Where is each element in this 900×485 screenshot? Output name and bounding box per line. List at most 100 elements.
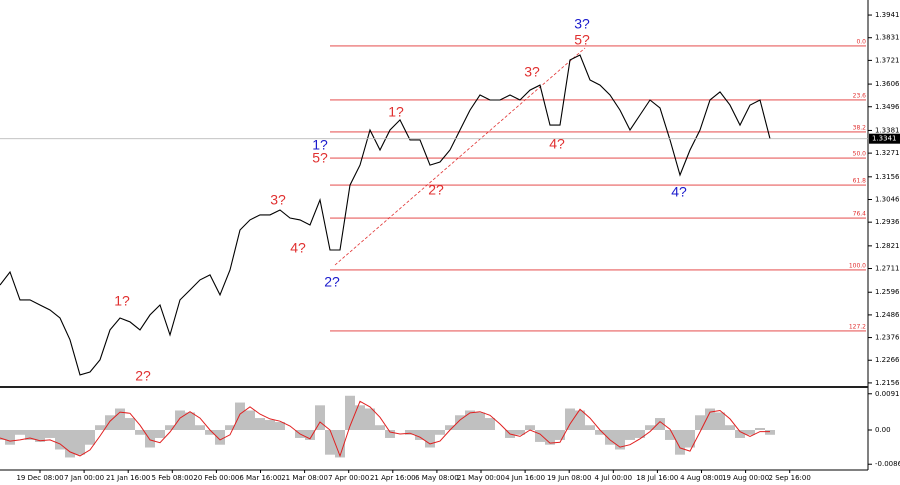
histogram-bar bbox=[245, 410, 255, 430]
last-price-box bbox=[869, 133, 900, 144]
y-tick-label: 1.3156 bbox=[875, 173, 900, 181]
histogram-bar bbox=[765, 429, 775, 435]
y-tick-label: 1.2486 bbox=[875, 311, 900, 319]
histogram-bar bbox=[305, 429, 315, 440]
y-tick-label: 1.3831 bbox=[875, 34, 900, 42]
histogram-bar bbox=[665, 429, 675, 440]
histogram-bar bbox=[175, 410, 185, 430]
x-tick-label: 4 Jul 00:00 bbox=[595, 474, 633, 482]
histogram-bar bbox=[335, 429, 345, 458]
x-tick-label: 18 Jul 16:00 bbox=[636, 474, 678, 482]
histogram-bar bbox=[525, 425, 535, 430]
wave-label: 1? bbox=[388, 104, 404, 120]
signal-line bbox=[0, 400, 770, 458]
histogram-bar bbox=[595, 429, 605, 435]
histogram-bar bbox=[745, 429, 755, 435]
y-tick-label: 1.3606 bbox=[875, 80, 900, 88]
histogram-bar bbox=[565, 408, 575, 430]
x-tick-label: 21 May 00:00 bbox=[457, 474, 505, 482]
histogram-bar bbox=[615, 429, 625, 450]
histogram-bar bbox=[25, 429, 35, 440]
histogram-bar bbox=[85, 429, 95, 445]
histogram-bar bbox=[185, 412, 195, 430]
histogram-bar bbox=[485, 418, 495, 430]
histogram-bar bbox=[725, 425, 735, 430]
histogram-bar bbox=[145, 429, 155, 448]
histogram-bar bbox=[255, 418, 265, 430]
x-tick-label: 20 Feb 00:00 bbox=[193, 474, 239, 482]
wave-label: 4? bbox=[671, 184, 687, 200]
fib-label: 100.0 bbox=[849, 262, 866, 269]
histogram-bar bbox=[555, 429, 565, 440]
wave-label: 3? bbox=[270, 192, 286, 208]
y-tick-label: 1.2596 bbox=[875, 288, 900, 296]
histogram-bar bbox=[455, 415, 465, 430]
histogram-bar bbox=[5, 429, 15, 445]
y-tick-label: 1.3496 bbox=[875, 103, 900, 111]
x-tick-label: 4 Jun 16:00 bbox=[505, 474, 545, 482]
fib-label: 0.0 bbox=[856, 38, 866, 45]
y-tick-label: 0.00 bbox=[875, 426, 891, 434]
histogram-bar bbox=[235, 402, 245, 430]
histogram-bar bbox=[95, 425, 105, 430]
x-tick-label: 6 Mar 16:00 bbox=[239, 474, 281, 482]
histogram-bar bbox=[625, 429, 635, 440]
wave-label: 3? bbox=[524, 64, 540, 80]
y-tick-label: -0.0086 bbox=[875, 460, 900, 468]
histogram-bar bbox=[125, 418, 135, 430]
histogram-bar bbox=[375, 425, 385, 430]
histogram-bar bbox=[45, 429, 55, 438]
histogram-bar bbox=[325, 429, 335, 455]
fib-label: 61.8 bbox=[853, 178, 867, 185]
x-tick-label: 4 Aug 08:00 bbox=[680, 474, 723, 482]
histogram-bar bbox=[365, 408, 375, 430]
x-tick-label: 21 Apr 16:00 bbox=[370, 474, 416, 482]
x-tick-label: 7 Jan 00:00 bbox=[64, 474, 104, 482]
wave-label: 4? bbox=[290, 240, 306, 256]
x-tick-label: 19 Dec 08:00 bbox=[16, 474, 63, 482]
histogram-bar bbox=[15, 429, 25, 435]
histogram-bar bbox=[405, 429, 415, 435]
histogram-bar bbox=[205, 429, 215, 435]
histogram-bar bbox=[265, 420, 275, 430]
histogram-bar bbox=[535, 429, 545, 442]
histogram-bar bbox=[385, 429, 395, 438]
histogram-bar bbox=[465, 410, 475, 430]
histogram-bar bbox=[515, 429, 525, 435]
x-tick-label: 6 May 08:00 bbox=[415, 474, 459, 482]
histogram-bar bbox=[225, 425, 235, 430]
histogram-bar bbox=[675, 429, 685, 455]
histogram-bar bbox=[275, 422, 285, 430]
histogram-bar bbox=[345, 395, 355, 430]
wave-label: 2? bbox=[428, 182, 444, 198]
x-tick-label: 5 Feb 08:00 bbox=[152, 474, 193, 482]
fib-label: 127.2 bbox=[849, 323, 866, 330]
histogram-bar bbox=[65, 429, 75, 458]
x-tick-label: 21 Jan 16:00 bbox=[106, 474, 150, 482]
wave-label: 1? bbox=[312, 137, 328, 153]
histogram-bar bbox=[435, 429, 445, 435]
histogram-bar bbox=[545, 429, 555, 445]
fib-label: 23.6 bbox=[853, 92, 867, 99]
histogram-bar bbox=[105, 415, 115, 430]
wave-label: 5? bbox=[312, 150, 328, 166]
histogram-bar bbox=[415, 429, 425, 440]
y-tick-label: 1.2156 bbox=[875, 379, 900, 387]
y-tick-label: 1.2821 bbox=[875, 242, 900, 250]
histogram-bar bbox=[655, 418, 665, 430]
fib-label: 50.0 bbox=[853, 151, 867, 158]
histogram-bar bbox=[75, 429, 85, 455]
y-tick-label: 1.3381 bbox=[875, 126, 900, 134]
y-tick-label: 1.3721 bbox=[875, 56, 900, 64]
histogram-bar bbox=[195, 425, 205, 430]
x-tick-label: 7 Apr 00:00 bbox=[328, 474, 369, 482]
price-line bbox=[0, 54, 771, 376]
wave-label: 1? bbox=[114, 293, 130, 309]
wave-label: 3? bbox=[574, 16, 590, 32]
y-tick-label: 1.3941 bbox=[875, 11, 900, 19]
histogram-bar bbox=[705, 408, 715, 430]
histogram-bar bbox=[165, 425, 175, 430]
histogram-bar bbox=[475, 412, 485, 430]
histogram-bar bbox=[755, 428, 765, 430]
